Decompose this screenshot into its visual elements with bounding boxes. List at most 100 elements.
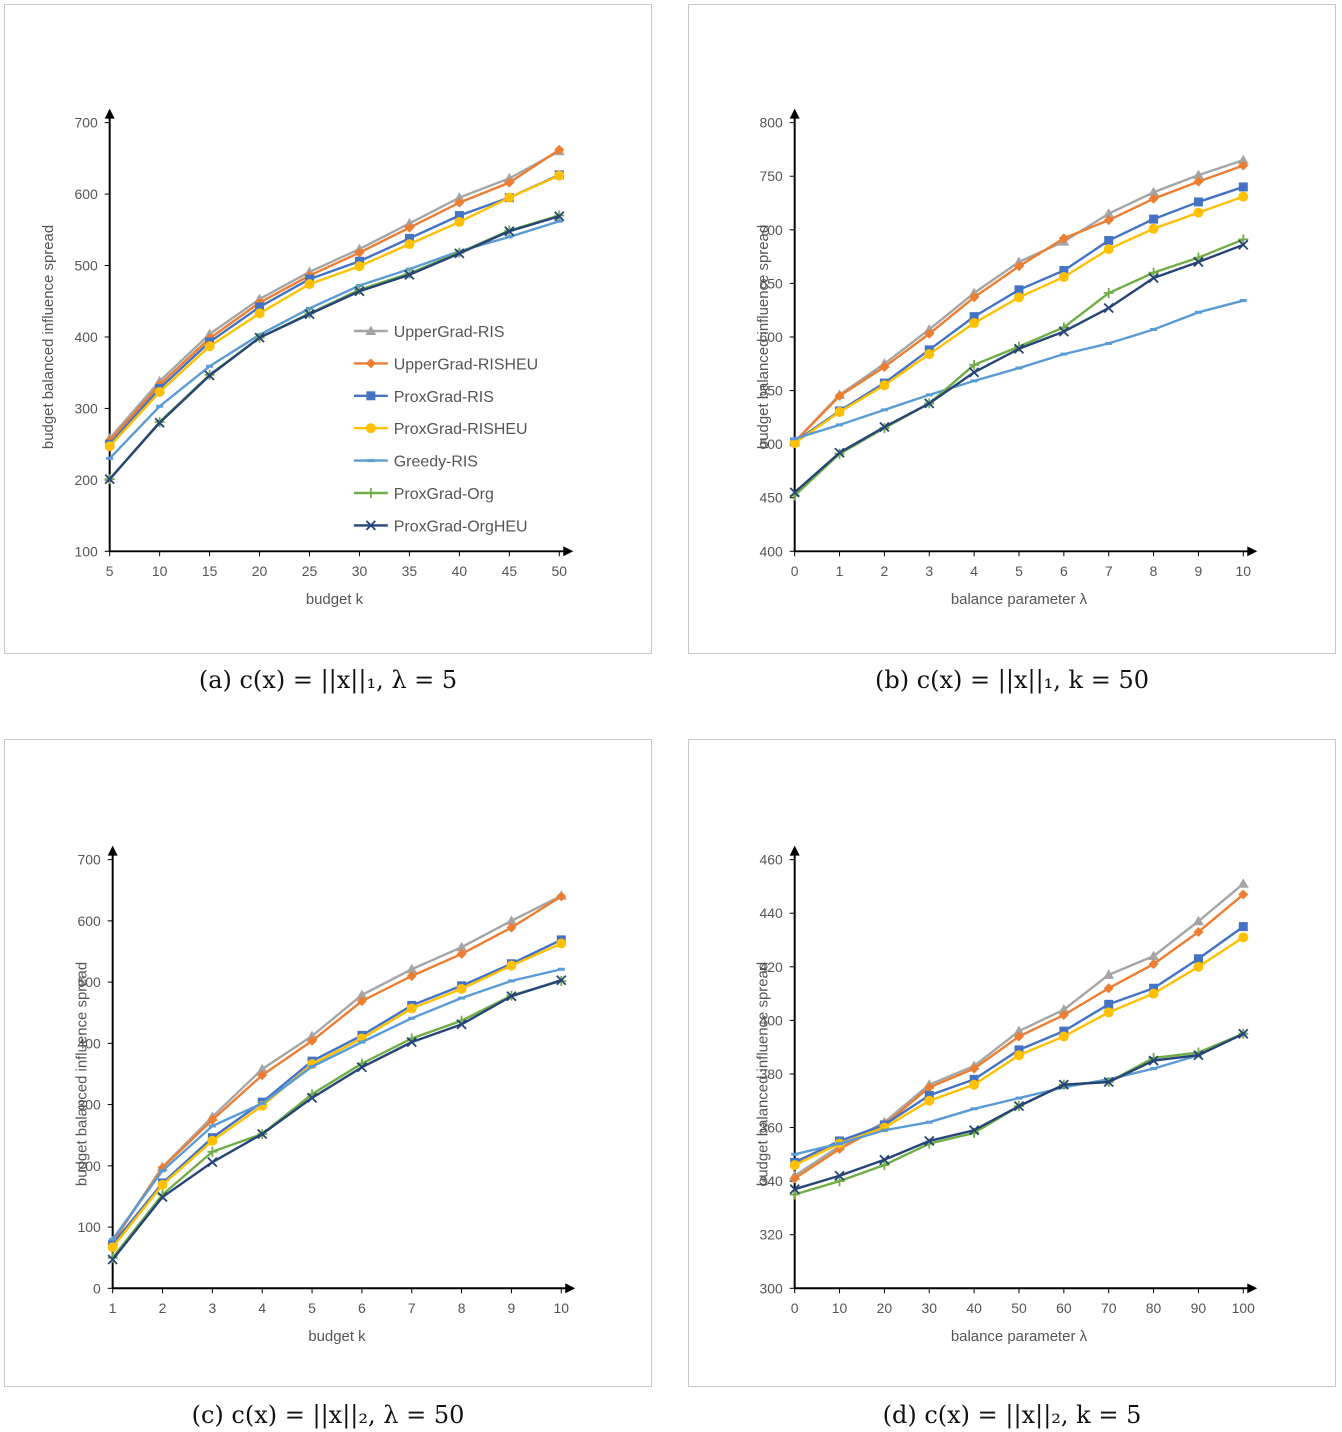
- chart-d-x-tick-label: 10: [832, 1300, 848, 1316]
- chart-a-legend-label: Greedy-RIS: [394, 454, 478, 471]
- chart-d-point-proxgrad-orgheu: [1058, 1079, 1069, 1090]
- chart-d-point-uppergrad-ris: [1013, 1025, 1025, 1036]
- chart-a-y-axis-arrow: [104, 108, 115, 119]
- chart-c-point-uppergrad-risheu: [406, 970, 417, 981]
- chart-a-x-axis-arrow: [563, 546, 574, 557]
- chart-b-point-proxgrad-risheu: [1058, 271, 1069, 282]
- chart-b-svg: 400 450 500 550 600 650 700 750 800 0 1 2 3 4 5 6 7 8 9 10 b…: [755, 108, 1258, 608]
- chart-c-x-tick-label: 10: [554, 1300, 570, 1316]
- chart-c-line-uppergrad-ris: [111, 894, 562, 1242]
- chart-a-point-proxgrad-orgheu: [404, 269, 415, 280]
- chart-c-point-proxgrad-risheu: [406, 1003, 417, 1014]
- chart-b-point-proxgrad-orgheu: [968, 367, 980, 378]
- chart-d-point-proxgrad-risheu: [1148, 988, 1159, 999]
- chart-a-x-tick-label: 35: [402, 563, 418, 579]
- chart-c-x-axis-title: budget k: [308, 1328, 366, 1345]
- chart-b-line-proxgrad-ris: [793, 185, 1244, 443]
- chart-d-x-tick-label: 0: [791, 1300, 799, 1316]
- chart-a-x-tick-label: 50: [552, 563, 568, 579]
- chart-a-legend-marker: [365, 520, 376, 531]
- chart-b-y-tick-label: 650: [759, 275, 783, 291]
- chart-c-point-proxgrad-risheu: [506, 960, 517, 971]
- chart-c-point-proxgrad-orgheu: [107, 1254, 118, 1265]
- chart-a-point-uppergrad-risheu: [504, 177, 515, 188]
- chart-b-y-tick-label: 700: [759, 222, 783, 238]
- chart-d-point-proxgrad-org: [834, 1176, 845, 1187]
- chart-c-point-proxgrad-orgheu: [257, 1128, 268, 1140]
- chart-a-series-proxgrad-orgheu: [104, 211, 565, 485]
- chart-a-legend-label: ProxGrad-RIS: [394, 389, 494, 406]
- chart-b-point-proxgrad-orgheu: [1238, 239, 1249, 250]
- chart-c-x-tick-label: 6: [358, 1300, 366, 1316]
- chart-c-point-uppergrad-risheu: [356, 996, 367, 1007]
- chart-d-point-proxgrad-orgheu: [789, 1184, 800, 1195]
- chart-c-line-proxgrad-org: [111, 979, 562, 1259]
- chart-a-point-proxgrad-orgheu: [204, 370, 215, 381]
- chart-a-y-tick-label: 500: [74, 258, 98, 274]
- chart-a-legend-label: UpperGrad-RISHEU: [394, 356, 538, 373]
- caption-a: (a) c(x) = ||x||₁, λ = 5: [198, 666, 458, 694]
- chart-c-x-tick-label: 8: [458, 1300, 466, 1316]
- chart-c-point-uppergrad-ris: [256, 1063, 268, 1074]
- chart-d-y-tick-label: 440: [759, 905, 783, 921]
- chart-c-x-tick-label: 1: [109, 1300, 117, 1316]
- chart-b-series-proxgrad-orgheu: [789, 239, 1249, 498]
- chart-a-point-proxgrad-risheu: [504, 192, 515, 203]
- chart-b-point-proxgrad-ris: [1193, 197, 1203, 207]
- chart-d-point-proxgrad-orgheu: [1193, 1050, 1204, 1061]
- chart-c-point-proxgrad-risheu: [456, 983, 467, 994]
- chart-a-line-greedy-ris: [108, 220, 560, 460]
- chart-a-point-uppergrad-risheu: [354, 247, 365, 258]
- chart-d-point-uppergrad-risheu: [1148, 959, 1159, 970]
- chart-d-point-uppergrad-risheu: [1193, 926, 1204, 937]
- chart-b-point-proxgrad-org: [969, 359, 980, 370]
- chart-d-point-uppergrad-risheu: [969, 1063, 980, 1074]
- chart-d-series-greedy-ris: [791, 1032, 1247, 1156]
- chart-b-point-proxgrad-org: [1103, 288, 1114, 299]
- chart-b-x-tick-label: 9: [1195, 563, 1203, 579]
- chart-c-point-uppergrad-ris: [356, 989, 368, 999]
- chart-d-point-proxgrad-risheu: [1013, 1050, 1024, 1061]
- chart-d-point-uppergrad-risheu: [1013, 1031, 1024, 1042]
- chart-panel-d: 300 320 340 360 380 400 420 440 460 0 10 20 30 40 50 60…: [688, 739, 1336, 1387]
- chart-b-point-proxgrad-ris: [1059, 266, 1069, 276]
- chart-d-series-proxgrad-ris: [790, 922, 1248, 1167]
- chart-b-y-tick-label: 550: [759, 383, 783, 399]
- chart-d-point-uppergrad-ris: [1103, 969, 1115, 979]
- chart-c-series-proxgrad-org: [107, 975, 567, 1263]
- chart-b-point-proxgrad-orgheu: [834, 447, 845, 458]
- chart-d-y-tick-label: 300: [759, 1280, 783, 1296]
- chart-b-point-proxgrad-orgheu: [1103, 302, 1114, 314]
- chart-c-point-proxgrad-orgheu: [306, 1092, 318, 1103]
- chart-d-y-tick-label: 320: [759, 1227, 783, 1243]
- chart-d-point-proxgrad-ris: [924, 1090, 934, 1100]
- chart-d-series-proxgrad-orgheu: [789, 1028, 1249, 1195]
- chart-a-point-proxgrad-risheu: [204, 341, 215, 352]
- chart-b-point-proxgrad-orgheu: [1013, 343, 1025, 354]
- chart-d-y-tick-label: 400: [759, 1012, 783, 1028]
- chart-b-point-proxgrad-orgheu: [1193, 256, 1204, 268]
- chart-b-point-uppergrad-risheu: [1103, 215, 1114, 226]
- chart-c-y-axis-arrow: [107, 845, 118, 856]
- chart-d-y-axis-arrow: [789, 845, 800, 856]
- chart-b-point-proxgrad-risheu: [1148, 223, 1159, 234]
- chart-d-svg: 300 320 340 360 380 400 420 440 460 0 10 20 30 40 50 60…: [755, 845, 1258, 1345]
- chart-d-point-proxgrad-orgheu: [879, 1154, 890, 1165]
- chart-d-y-tick-label: 380: [759, 1066, 783, 1082]
- chart-a-y-tick-label: 700: [74, 115, 98, 131]
- chart-c-x-axis-arrow: [565, 1283, 576, 1294]
- chart-d-point-proxgrad-risheu: [789, 1160, 800, 1171]
- chart-a-x-tick-label: 15: [202, 563, 218, 579]
- chart-a-legend-label: ProxGrad-RISHEU: [394, 421, 528, 438]
- chart-b-x-tick-label: 8: [1150, 563, 1158, 579]
- chart-b-point-proxgrad-orgheu: [1148, 272, 1159, 284]
- chart-c-point-proxgrad-risheu: [556, 938, 567, 949]
- chart-a-line-proxgrad-ris: [108, 173, 560, 445]
- chart-c-point-uppergrad-risheu: [556, 891, 567, 902]
- chart-c-y-tick-label: 400: [77, 1035, 101, 1051]
- chart-a-point-proxgrad-ris: [454, 211, 464, 221]
- chart-c-point-proxgrad-orgheu: [356, 1062, 368, 1073]
- chart-c-point-proxgrad-risheu: [157, 1179, 168, 1190]
- chart-b-point-uppergrad-ris: [1237, 154, 1249, 165]
- chart-b-y-tick-label: 400: [759, 543, 783, 559]
